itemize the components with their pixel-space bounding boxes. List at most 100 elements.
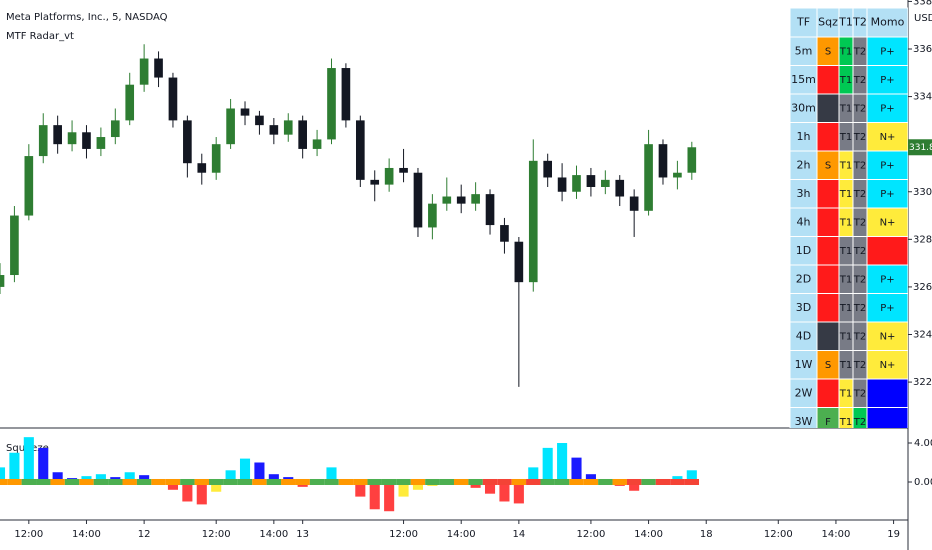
table-tf-label: 3D [796,301,811,314]
price-tick-label: 328.00 [913,234,932,245]
table-cell [866,179,908,209]
time-tick-label: 14:00 [72,529,101,540]
candle-body [298,120,307,149]
momentum-bar [38,447,49,482]
table-tf-label: 30m [791,101,816,114]
momentum-bar [528,467,539,482]
time-tick-label: 14:00 [822,529,851,540]
table-cell-label: N+ [880,132,896,143]
momentum-bar [542,447,553,482]
table-tf-label: 1W [795,358,813,371]
squeeze-dot [540,478,555,485]
squeeze-dot [93,478,109,485]
squeeze-dot [381,478,397,485]
squeeze-dot [439,478,454,485]
candle-body [341,68,351,121]
momentum-bar [369,481,380,510]
momentum-bar [139,475,150,482]
candle-body [226,108,235,145]
table-cell-label: N+ [880,331,896,342]
table-tf-cell [789,150,818,180]
candle-body [500,225,509,242]
table-cell [816,65,840,95]
candle-body [543,160,553,178]
momentum-bar [225,470,236,482]
momentum-bar [384,481,395,512]
table-cell-label: T2 [853,274,866,285]
table-cell [816,236,840,266]
momentum-bar [124,472,135,482]
squeeze-dot [482,478,498,485]
time-tick-label: 12:00 [14,529,43,540]
squeeze-dot [396,478,411,485]
time-tick-label: 12:00 [202,529,231,540]
candle-body [10,215,19,276]
table-tf-label: 3h [797,187,811,200]
time-tick-label: 12:00 [577,529,606,540]
table-cell-label: T1 [839,331,852,342]
momentum-bar [196,481,207,505]
candle-body [485,194,495,226]
momentum-bar [95,474,106,482]
time-tick-label: 14:00 [634,529,663,540]
table-cell [816,264,840,294]
candle-body [125,84,135,121]
squeeze-dot [670,478,685,485]
last-price-label: 331.87 [909,143,932,153]
momentum-bar [23,437,34,482]
momentum-bar [686,470,697,482]
table-cell-label: T1 [839,75,852,86]
price-tick-label: 322.00 [913,377,932,388]
candle-body [586,175,596,187]
table-cell [866,264,908,294]
table-header-label: TF [796,16,810,29]
momentum-bar [629,481,640,491]
table-cell-label: P+ [880,189,894,200]
price-tick-label: 326.00 [913,282,932,293]
table-cell [866,293,908,323]
table-cell-label: N+ [880,217,896,228]
candle-body [283,120,293,135]
table-cell-label: T1 [839,388,852,399]
table-cell-label: T2 [853,103,866,114]
table-tf-label: 4h [797,215,811,228]
candle-body [456,196,466,204]
squeeze-dot [295,478,310,485]
candle-body [428,203,437,228]
table-tf-cell [789,93,818,123]
time-tick-label: 13 [296,529,309,540]
squeeze-dot [64,478,80,485]
table-cell-label: P+ [880,274,894,285]
table-cell-label: T2 [853,46,866,57]
table-cell-label: F [825,417,831,428]
candle-body [658,144,668,178]
candle-body [442,196,452,204]
candle-body [24,156,34,216]
table-tf-label: 5m [795,44,813,57]
time-tick-label: 12:00 [389,529,418,540]
candle-body [327,68,336,140]
momentum-bar [326,467,337,482]
table-cell-label: T1 [839,417,852,428]
candle-body [139,58,149,85]
momentum-bar [585,474,596,482]
table-cell-label: P+ [880,160,894,171]
squeeze-dot [583,478,599,485]
squeeze-dot [454,478,469,485]
squeeze-dot [136,478,152,485]
price-tick-label: 334.00 [913,92,932,103]
table-cell [866,122,908,152]
candle-body [572,175,581,192]
squeeze-dot [79,478,94,485]
momentum-bar [412,481,424,490]
table-cell [866,378,908,408]
time-tick-label: 12:00 [764,529,793,540]
squeeze-dot [511,478,527,485]
momentum-bar [254,462,265,482]
table-cell-label: S [825,46,831,57]
table-cell [866,65,908,95]
time-tick-label: 18 [700,529,713,540]
currency-label: USD [914,13,932,24]
